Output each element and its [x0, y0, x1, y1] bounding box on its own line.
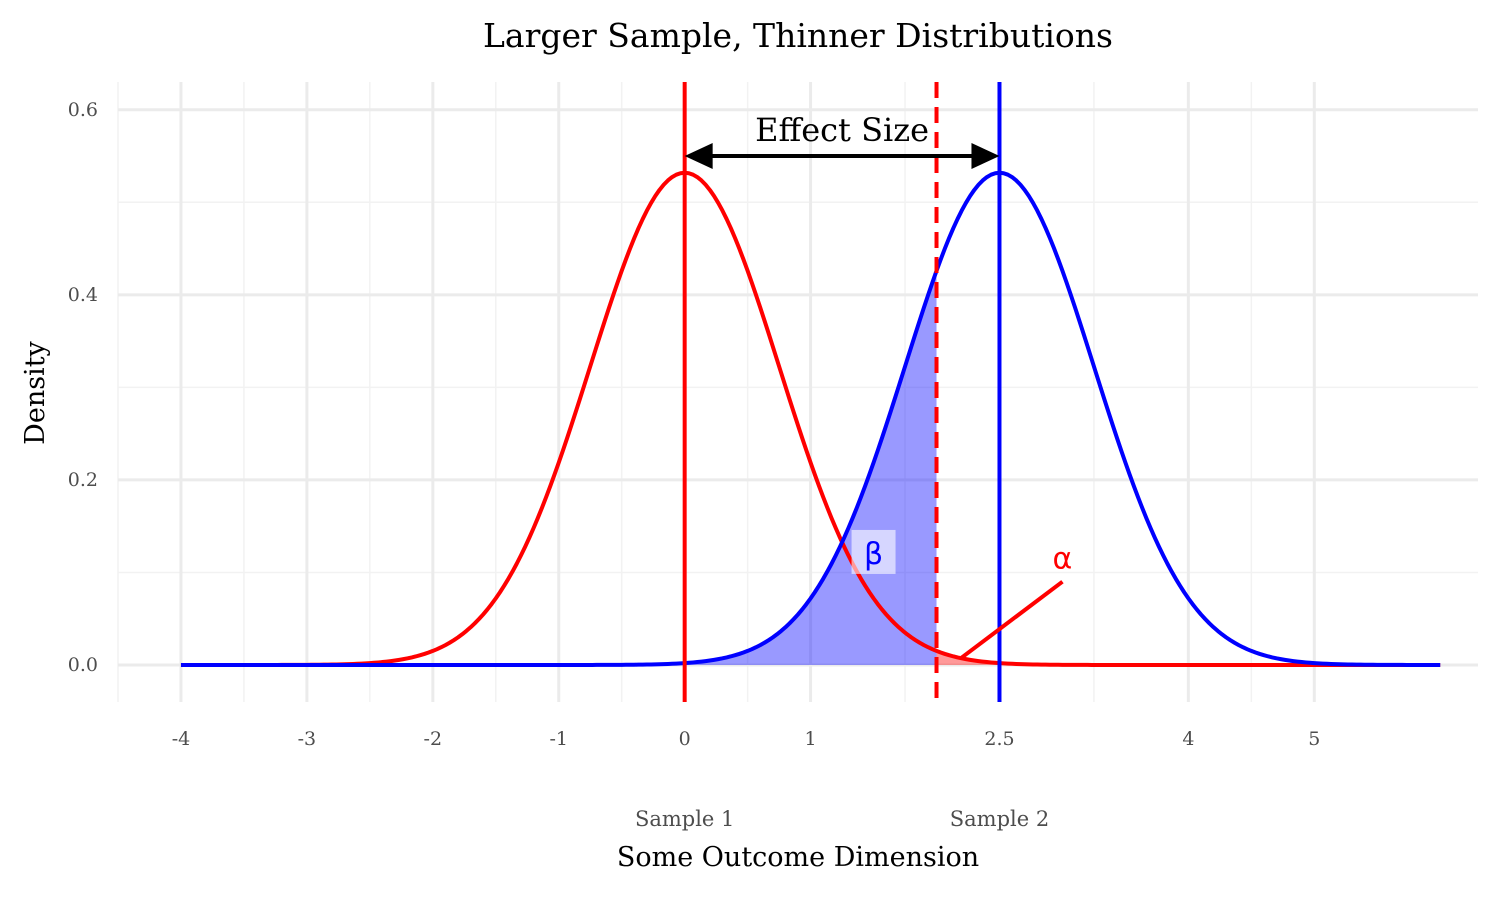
- x-tick-label: -2: [424, 728, 443, 750]
- sample-labels: Sample 1 Sample 2: [635, 807, 1049, 831]
- grid-major: [118, 82, 1478, 702]
- effect-size-arrowhead-left: [684, 143, 713, 170]
- x-tick-label: -1: [549, 728, 568, 750]
- x-tick-label: 1: [805, 728, 817, 750]
- chart-title: Larger Sample, Thinner Distributions: [483, 16, 1113, 55]
- grid-minor: [117, 82, 1478, 702]
- y-tick-labels: 0.0 0.2 0.4 0.6: [68, 99, 98, 676]
- alpha-label: α: [1053, 542, 1073, 577]
- sample-1-curve: [180, 170, 1441, 667]
- alpha-pointer-line: [960, 580, 1064, 660]
- y-tick-label: 0.6: [68, 99, 98, 121]
- y-tick-label: 0.2: [68, 469, 98, 491]
- x-tick-label: 2.5: [984, 728, 1014, 750]
- x-axis-title: Some Outcome Dimension: [617, 842, 979, 873]
- beta-label: β: [864, 537, 883, 572]
- x-tick-label: 5: [1308, 728, 1320, 750]
- x-tick-label: -3: [298, 728, 317, 750]
- effect-size-label: Effect Size: [755, 111, 929, 149]
- x-tick-label: -4: [172, 728, 191, 750]
- sample-2-curve: [180, 170, 1441, 667]
- shaded-areas: [684, 270, 1441, 665]
- density-curves: [180, 170, 1441, 667]
- y-axis-title: Density: [20, 340, 51, 444]
- y-tick-label: 0.4: [68, 284, 98, 306]
- annotations: Effect Size β α: [684, 111, 1073, 660]
- sample-label: Sample 2: [950, 807, 1049, 831]
- x-tick-labels: -4 -3 -2 -1 0 1 2.5 4 5: [172, 728, 1321, 750]
- effect-size-arrowhead-right: [971, 143, 1000, 170]
- x-tick-label: 0: [679, 728, 691, 750]
- vertical-lines: [682, 82, 1002, 702]
- x-tick-label: 4: [1182, 728, 1194, 750]
- y-tick-label: 0.0: [68, 654, 98, 676]
- sample-label: Sample 1: [635, 807, 734, 831]
- beta-label-background: [851, 529, 896, 574]
